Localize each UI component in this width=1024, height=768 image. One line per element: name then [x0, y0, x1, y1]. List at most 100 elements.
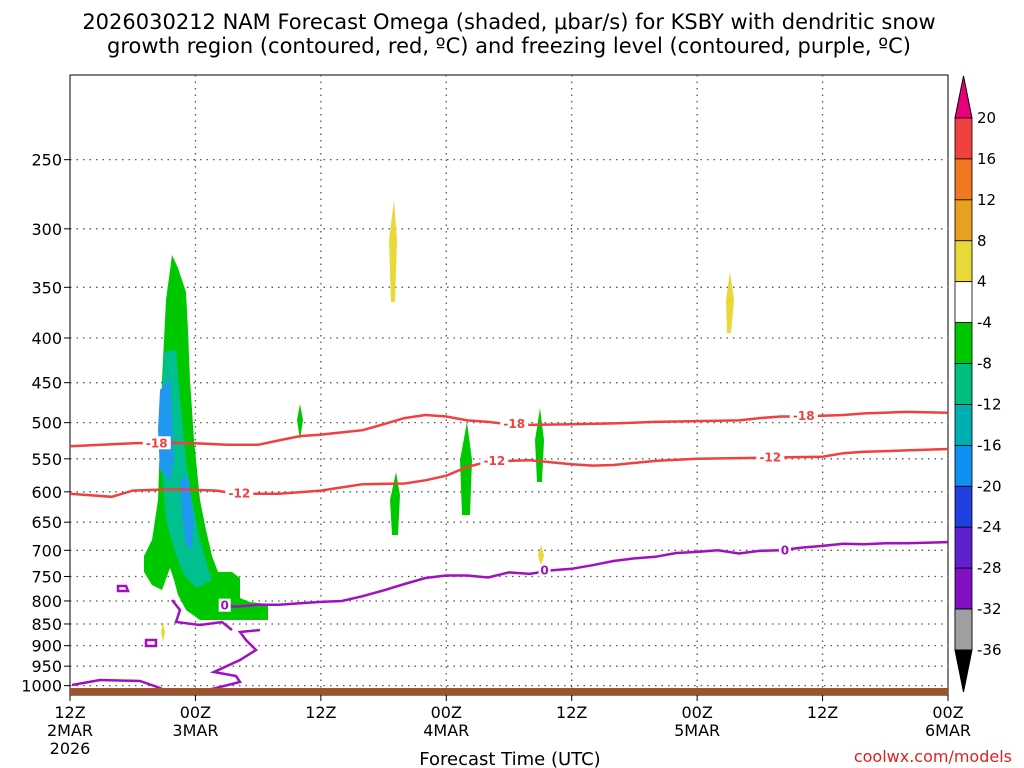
credit-text: coolwx.com/models [854, 747, 1012, 766]
y-tick-label-550: 550 [31, 450, 62, 469]
x-tick-label-7-1: 6MAR [925, 721, 971, 740]
colorbar-label-12: -32 [977, 600, 1002, 618]
dgz-minus12-contour [69, 447, 949, 499]
colorbar-label-4: 4 [977, 273, 987, 291]
y-tick-label-250: 250 [31, 151, 62, 170]
x-tick-label-0-2: 2026 [50, 739, 91, 758]
freezing-level-contour [221, 540, 949, 608]
contour-labels: -18 -18 -18 -12 -12 -12 0 0 0 [142, 408, 818, 613]
y-tick-label-400: 400 [31, 329, 62, 348]
x-tick-label-0-1: 2MAR [47, 721, 93, 740]
x-tick-label-3-0: 00Z [431, 703, 462, 722]
colorbar: 20 16 12 8 4 -4 -8 -12 -16 -20 -24 -28 -32 -36 [954, 75, 1002, 693]
label-minus18-a: -18 [146, 436, 168, 450]
label-minus12-b: -12 [484, 454, 506, 468]
colorbar-label-3: 8 [977, 232, 987, 250]
label-zero-b-bg [538, 563, 551, 577]
omega-yellow-d [538, 545, 544, 567]
y-tick-label-600: 600 [31, 483, 62, 502]
colorbar-swatch-5 [954, 322, 973, 364]
x-tick-label-3-1: 4MAR [423, 721, 469, 740]
omega-shading [144, 200, 734, 642]
label-zero-b: 0 [540, 563, 548, 577]
y-tick-label-500: 500 [31, 414, 62, 433]
x-tick-label-4-0: 12Z [556, 703, 587, 722]
colorbar-swatch-8 [954, 444, 973, 487]
y-tick-label-650: 650 [31, 513, 62, 532]
y-tick-label-800: 800 [31, 592, 62, 611]
omega-teal-core [161, 350, 212, 588]
y-tick-label-1000: 1000 [21, 677, 62, 696]
colorbar-label-11: -28 [977, 559, 1002, 577]
colorbar-top-arrow [954, 75, 973, 119]
x-axis-label: Forecast Time (UTC) [419, 749, 600, 768]
y-tick-label-950: 950 [31, 657, 62, 676]
colorbar-label-8: -16 [977, 436, 1002, 454]
label-zero-c: 0 [781, 543, 789, 557]
plot-area: -18 -18 -18 -12 -12 -12 0 0 0 [69, 74, 949, 696]
x-tick-label-5-1: 5MAR [674, 721, 720, 740]
freezing-level-loop-b [144, 638, 158, 648]
omega-green-a [297, 404, 303, 440]
omega-green-d [535, 408, 544, 482]
omega-yellow-b [726, 272, 734, 333]
x-tick-label-7-0: 00Z [932, 703, 963, 722]
y-tick-label-700: 700 [31, 541, 62, 560]
colorbar-swatch-11 [954, 567, 973, 610]
gridlines [69, 75, 948, 695]
y-tick-label-850: 850 [31, 615, 62, 634]
y-tick-label-350: 350 [31, 278, 62, 297]
y-tick-label-300: 300 [31, 220, 62, 239]
x-tick-label-1-0: 00Z [180, 703, 211, 722]
colorbar-label-10: -24 [977, 518, 1002, 536]
x-tick-label-1-1: 3MAR [172, 721, 218, 740]
colorbar-swatch-3 [954, 240, 973, 283]
omega-yellow-a [389, 200, 397, 302]
x-tick-label-0-0: 12Z [54, 703, 85, 722]
colorbar-label-0: 20 [977, 109, 996, 127]
omega-blue-core-b [180, 476, 194, 548]
chart-title-line2: growth region (contoured, red, ºC) and f… [107, 34, 911, 58]
label-zero-a-bg [218, 598, 231, 612]
label-minus18-c: -18 [793, 409, 815, 423]
y-tick-label-900: 900 [31, 637, 62, 656]
terrain-band [70, 688, 948, 695]
label-minus12-c: -12 [759, 450, 781, 464]
label-minus18-a-bg [142, 436, 171, 450]
label-zero-c-bg [778, 543, 791, 557]
label-minus12-b-bg [480, 453, 509, 467]
label-minus12-c-bg [756, 450, 785, 464]
freezing-level-loop-a [116, 584, 130, 593]
colorbar-swatch-2 [954, 199, 973, 242]
x-tick-label-2-0: 12Z [305, 703, 336, 722]
omega-green-b [390, 472, 400, 535]
omega-blue-core-a [158, 378, 174, 480]
colorbar-swatch-6 [954, 363, 973, 405]
colorbar-label-13: -36 [977, 641, 1002, 659]
colorbar-label-6: -8 [977, 355, 992, 373]
chart-title-line1: 2026030212 NAM Forecast Omega (shaded, μ… [82, 10, 935, 34]
label-zero-a: 0 [221, 599, 229, 613]
label-minus12-a: -12 [228, 487, 250, 501]
label-minus12-a-bg [225, 486, 254, 500]
colorbar-swatch-7 [954, 404, 973, 446]
colorbar-swatch-10 [954, 526, 973, 569]
freezing-level-fragment-b [199, 628, 261, 694]
label-minus18-c-bg [789, 408, 818, 422]
y-tick-label-450: 450 [31, 374, 62, 393]
colorbar-swatch-4 [954, 281, 973, 324]
colorbar-bottom-arrow [954, 649, 973, 693]
colorbar-swatch-0 [954, 117, 973, 160]
x-tick-label-6-0: 12Z [807, 703, 838, 722]
freezing-level-fragment-c [171, 599, 233, 631]
colorbar-swatch-last [954, 608, 973, 651]
colorbar-label-2: 12 [977, 191, 996, 209]
y-axis-ticks: 250 300 350 400 450 500 550 600 650 700 750 800 850 9… [21, 151, 70, 696]
label-minus18-b: -18 [503, 417, 525, 431]
colorbar-label-5: -4 [977, 314, 992, 332]
y-tick-label-750: 750 [31, 567, 62, 586]
colorbar-label-1: 16 [977, 150, 996, 168]
label-minus18-b-bg [500, 417, 529, 431]
